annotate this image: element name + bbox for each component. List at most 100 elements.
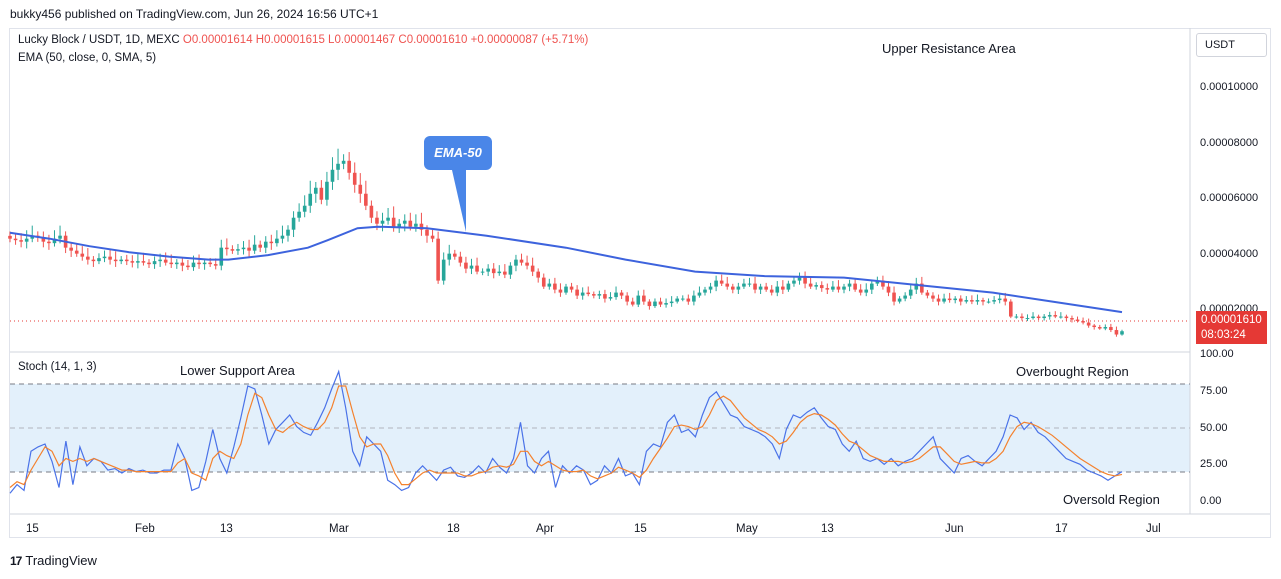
candle-body [903, 295, 907, 299]
candle-body [430, 235, 435, 239]
candle-body [269, 241, 274, 244]
candle-body [108, 256, 112, 260]
candle-body [1092, 325, 1096, 328]
stoch-d-line [9, 385, 1123, 488]
candle-body [358, 184, 363, 194]
candle-body [180, 262, 185, 266]
candle-body [436, 238, 440, 281]
price-tick: 0.00004000 [1200, 248, 1259, 260]
candle-body [41, 237, 46, 242]
candle-body [236, 249, 240, 251]
candle-body [186, 265, 190, 268]
candle-body [870, 283, 874, 290]
overbought-label: Overbought Region [1016, 364, 1129, 379]
candle-body [325, 181, 329, 200]
candle-body [491, 268, 496, 274]
time-label: 13 [821, 523, 834, 535]
candle-body [475, 265, 479, 272]
candle-body [747, 283, 752, 285]
time-label: 18 [447, 523, 460, 535]
candle-body [1042, 316, 1046, 319]
candle-body [408, 220, 413, 227]
time-label: Feb [135, 523, 155, 535]
candle-body [642, 295, 646, 302]
candle-body [1025, 318, 1030, 320]
currency-selector[interactable]: USDT [1196, 33, 1267, 57]
candle-body [686, 298, 691, 302]
stoch-tick: 75.00 [1200, 385, 1228, 397]
candle-body [814, 285, 818, 287]
candle-body [113, 259, 118, 262]
candle-body [230, 249, 235, 251]
candle-body [703, 289, 707, 293]
candle-body [1047, 315, 1052, 317]
candle-body [425, 229, 429, 236]
time-label: Jul [1146, 523, 1161, 535]
candle-body [680, 298, 685, 300]
candle-body [808, 283, 813, 287]
candle-body [908, 289, 913, 296]
candle-body [558, 289, 563, 293]
candle-body [953, 298, 957, 301]
candle-body [519, 259, 524, 263]
candle-body [858, 289, 863, 293]
lower-support-label: Lower Support Area [180, 363, 295, 378]
candle-body [352, 172, 357, 185]
candle-body [1020, 316, 1024, 319]
time-label: 17 [1055, 523, 1068, 535]
candle-body [942, 298, 946, 302]
publisher-line: bukky456 published on TradingView.com, J… [10, 7, 379, 21]
time-label: Jun [945, 523, 964, 535]
candle-body [486, 268, 490, 272]
candle-body [580, 292, 585, 296]
candle-body [792, 280, 796, 284]
candle-body [202, 262, 207, 265]
ema-legend: EMA (50, close, 0, SMA, 5) [18, 52, 157, 64]
candle-body [52, 238, 57, 244]
candle-body [497, 271, 502, 274]
time-label: Mar [329, 523, 349, 535]
candle-body [619, 292, 624, 296]
candle-body [636, 295, 641, 305]
candle-body [742, 283, 746, 287]
candle-body [364, 193, 368, 206]
time-label: 15 [634, 523, 647, 535]
candle-body [997, 298, 1002, 301]
candle-body [1009, 301, 1013, 317]
candle-body [764, 286, 768, 290]
candle-body [736, 286, 741, 290]
candle-body [781, 286, 785, 290]
candle-body [986, 301, 991, 303]
ema-50-line [9, 225, 1123, 314]
candle-body [58, 235, 62, 239]
time-label: Apr [536, 523, 554, 535]
candle-body [24, 238, 29, 242]
candle-body [13, 238, 18, 241]
price-tick: 0.00006000 [1200, 192, 1259, 204]
candle-body [1075, 319, 1080, 322]
candle-body [402, 220, 407, 224]
candle-body [819, 285, 824, 289]
candle-body [947, 298, 952, 301]
candle-body [714, 280, 718, 287]
candle-body [441, 259, 446, 281]
footer-brand[interactable]: 17 TradingView [10, 553, 97, 568]
candle-body [397, 223, 401, 227]
candle-body [158, 259, 162, 262]
candle-body [219, 247, 224, 266]
candle-body [719, 280, 724, 284]
bar-countdown: 08:03:24 [1201, 329, 1246, 341]
candle-body [286, 229, 290, 236]
candle-body [608, 297, 613, 299]
candle-body [347, 160, 351, 173]
candle-body [647, 301, 652, 307]
candle-body [786, 283, 791, 290]
candle-body [797, 277, 802, 281]
candle-body [958, 298, 963, 302]
candle-body [380, 220, 385, 224]
candle-body [464, 262, 468, 269]
candle-body [914, 283, 919, 290]
candle-body [575, 289, 579, 296]
chart-frame [9, 28, 1271, 538]
